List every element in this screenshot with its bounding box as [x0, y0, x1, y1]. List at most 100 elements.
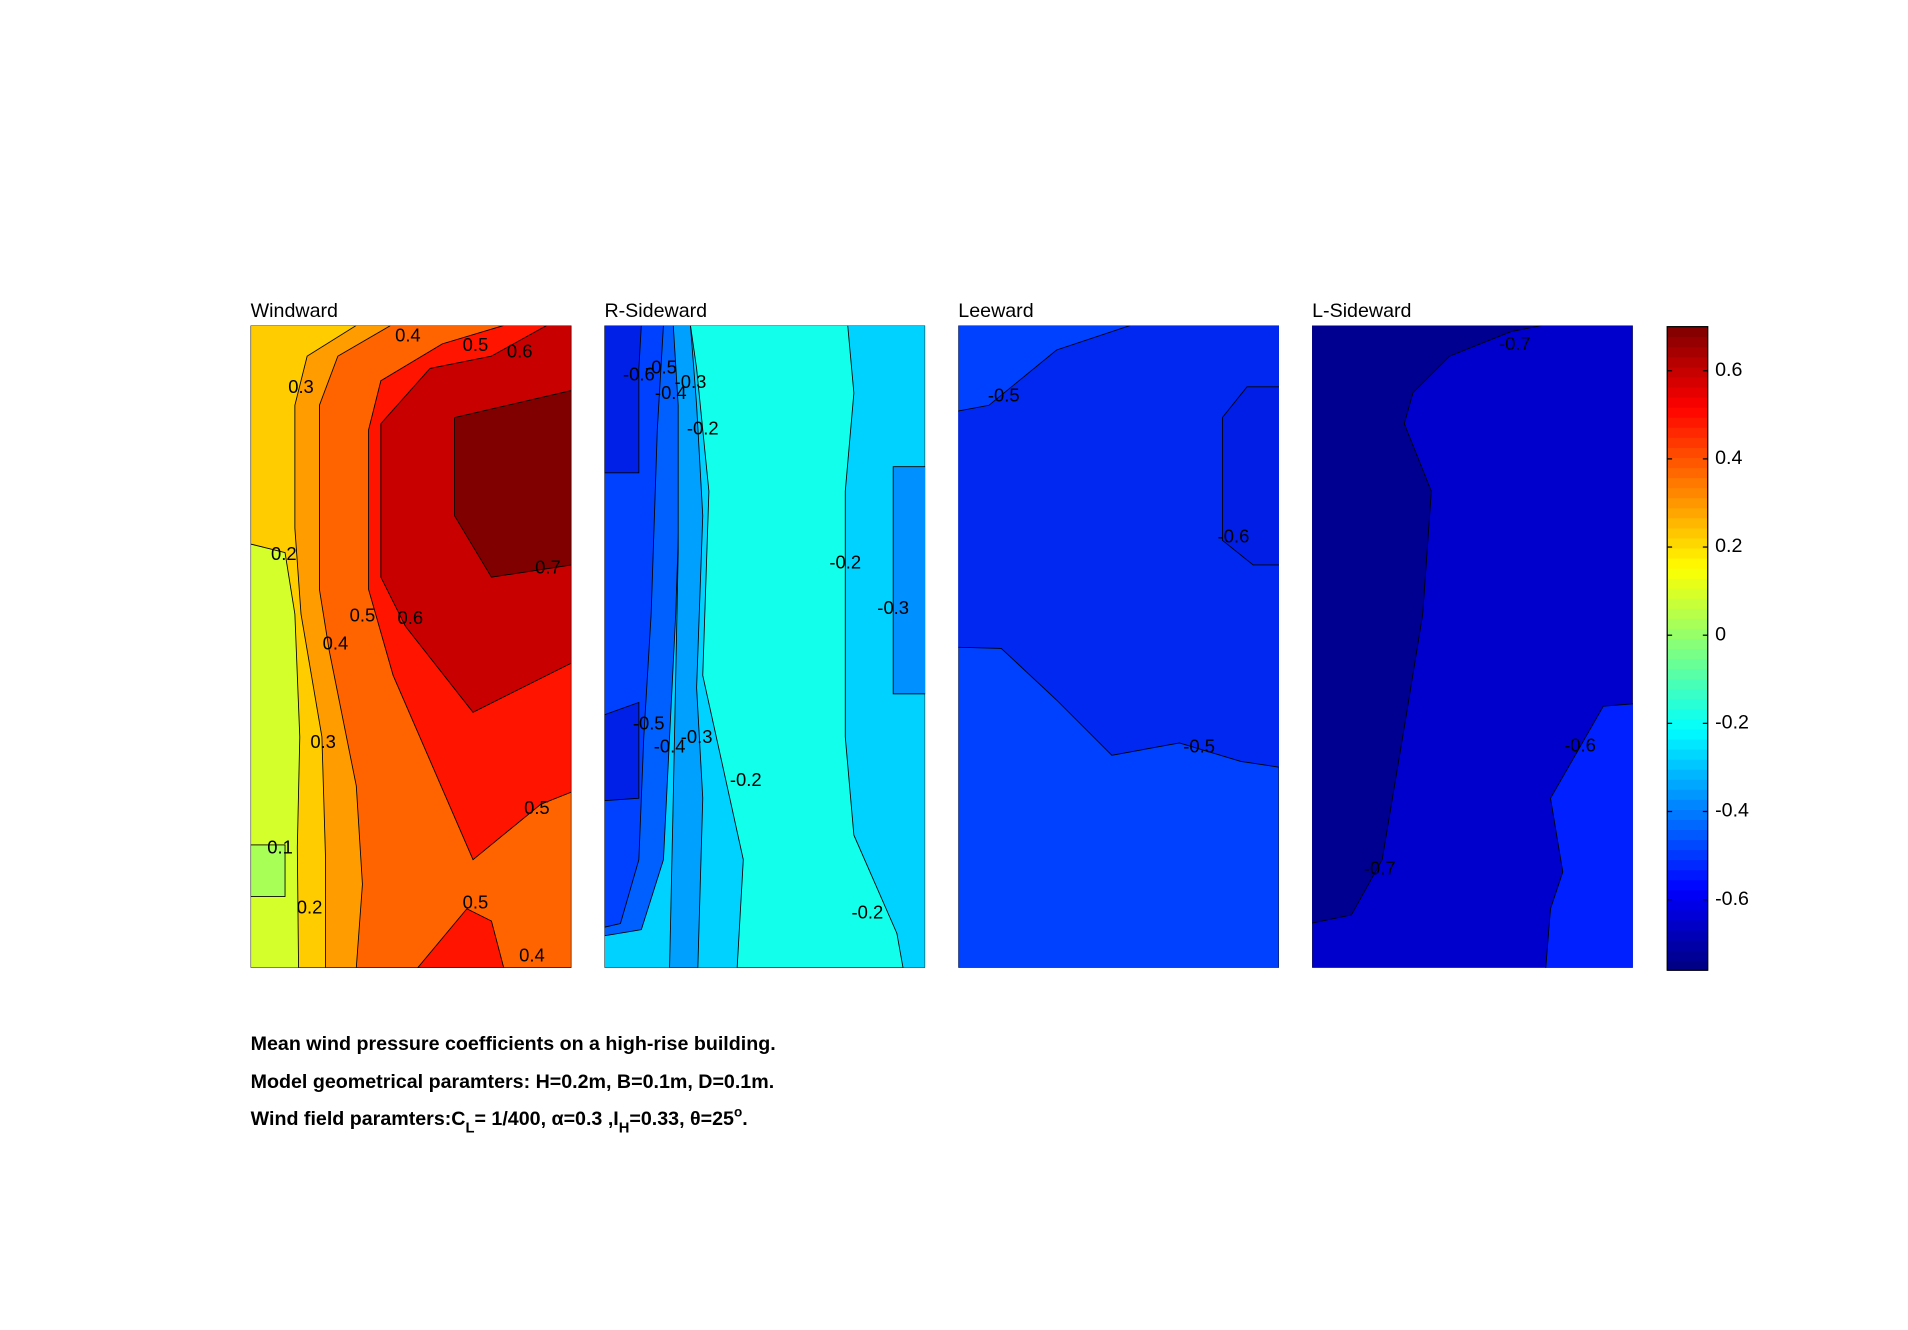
l-sideward-contours [1312, 325, 1633, 968]
contour-region [892, 466, 926, 695]
colorbar-swatch [1667, 668, 1708, 680]
contour-label: -0.7 [1364, 857, 1396, 878]
colorbar-tick-label: -0.6 [1715, 888, 1749, 910]
colorbar-swatch [1667, 799, 1708, 810]
contour-label: 0.2 [297, 897, 323, 918]
colorbar-swatch [1667, 738, 1708, 750]
caption-text: =0.33, θ=25 [629, 1108, 734, 1130]
caption-subscript: L [465, 1120, 474, 1136]
colorbar-swatch [1667, 819, 1708, 831]
colorbar-swatch [1667, 698, 1708, 710]
contour-label: 0.4 [519, 945, 545, 966]
contour-region [1545, 703, 1633, 968]
contour-region [417, 908, 505, 968]
contour-label: -0.4 [654, 736, 686, 757]
colorbar-swatch [1667, 708, 1708, 720]
contour-region [604, 325, 642, 474]
colorbar-swatch [1667, 748, 1708, 760]
colorbar-swatch [1667, 658, 1708, 670]
colorbar-swatch [1667, 557, 1708, 569]
contour-label: -0.3 [675, 371, 707, 392]
contour-label: 0.5 [463, 892, 489, 913]
contour-region [1312, 325, 1545, 924]
colorbar-swatch [1667, 839, 1708, 851]
caption-line: Mean wind pressure coefficients on a hig… [251, 1033, 776, 1055]
colorbar-swatch [1667, 940, 1708, 951]
caption-text: . [742, 1108, 747, 1130]
colorbar-swatch [1667, 477, 1708, 489]
colorbar-swatch [1667, 608, 1708, 619]
caption-superscript: o [734, 1104, 742, 1119]
colorbar-tick-label: -0.2 [1715, 712, 1749, 734]
caption-subscript: H [619, 1120, 630, 1136]
contour-label: -0.3 [681, 726, 713, 747]
contour-label: -0.6 [1564, 735, 1596, 756]
panel-title: L-Sideward [1312, 300, 1411, 322]
contour-label: -0.4 [655, 382, 687, 403]
colorbar-tick-label: 0 [1715, 623, 1726, 645]
colorbar-swatch [1667, 467, 1708, 479]
colorbar-swatch [1667, 688, 1708, 700]
colorbar-swatch [1667, 457, 1708, 469]
colorbar-swatch [1667, 346, 1708, 358]
contour-label: 0.5 [524, 797, 550, 818]
contour-label: 0.2 [271, 543, 297, 564]
colorbar-swatch [1667, 497, 1708, 509]
colorbar-swatch [1667, 437, 1708, 448]
caption-line: Wind field paramters:CL= 1/400, α=0.3 ,I… [251, 1104, 748, 1136]
colorbar-swatch [1667, 728, 1708, 740]
contour-region [669, 325, 704, 968]
contour-label: -0.5 [645, 356, 677, 377]
colorbar-swatch [1667, 588, 1708, 599]
contour-region [958, 325, 1279, 768]
contour-region [454, 390, 572, 578]
colorbar-swatch [1667, 849, 1708, 861]
contour-label: -0.6 [1218, 526, 1250, 547]
contour-label: -0.2 [687, 418, 719, 439]
colorbar-swatch [1667, 929, 1708, 941]
colorbar-swatch [1667, 507, 1708, 519]
colorbar-swatch [1667, 356, 1708, 368]
colorbar-swatch [1667, 447, 1708, 458]
colorbar-swatch [1667, 366, 1708, 378]
colorbar-swatch [1667, 517, 1708, 529]
colorbar-swatch [1667, 648, 1708, 660]
colorbar-swatch [1667, 789, 1708, 800]
colorbar-swatch [1667, 487, 1708, 499]
colorbar-swatch [1667, 950, 1708, 961]
panel-title: R-Sideward [604, 300, 707, 322]
colorbar-swatch [1667, 567, 1708, 579]
leeward-contours [958, 325, 1279, 968]
colorbar-swatch [1667, 889, 1708, 901]
contour-region [690, 325, 904, 968]
colorbar-swatch [1667, 759, 1708, 770]
contour-label: -0.2 [730, 769, 762, 790]
contour-label: -0.5 [633, 712, 665, 733]
colorbar-frame [1666, 326, 1709, 971]
colorbar-swatch [1667, 598, 1708, 609]
colorbar-swatch [1667, 829, 1708, 841]
contour-label: -0.3 [877, 597, 909, 618]
colorbar-swatch [1667, 397, 1708, 408]
colorbar-swatch [1667, 899, 1708, 911]
contour-region [604, 701, 640, 802]
colorbar-swatch [1667, 859, 1708, 871]
colorbar-swatch [1667, 919, 1708, 931]
colorbar-swatch [1667, 537, 1708, 549]
contour-label: 0.5 [350, 604, 376, 625]
caption-line: Model geometrical paramters: H=0.2m, B=0… [251, 1071, 775, 1093]
contour-label: 0.4 [395, 324, 421, 345]
colorbar-swatch [1667, 960, 1708, 971]
colorbar-tick-label: 0.2 [1715, 535, 1742, 557]
caption-text: = 1/400, α=0.3 ,I [474, 1108, 618, 1130]
panel-title: Leeward [958, 300, 1033, 322]
colorbar-swatch [1667, 326, 1708, 338]
colorbar-swatch [1667, 376, 1708, 388]
contour-label: -0.2 [829, 552, 861, 573]
colorbar-swatch [1667, 386, 1708, 398]
colorbar-tick-label: -0.4 [1715, 800, 1749, 822]
caption-text: Wind field paramters:C [251, 1108, 466, 1130]
contour-label: 0.6 [398, 607, 424, 628]
colorbar-swatch [1667, 407, 1708, 418]
